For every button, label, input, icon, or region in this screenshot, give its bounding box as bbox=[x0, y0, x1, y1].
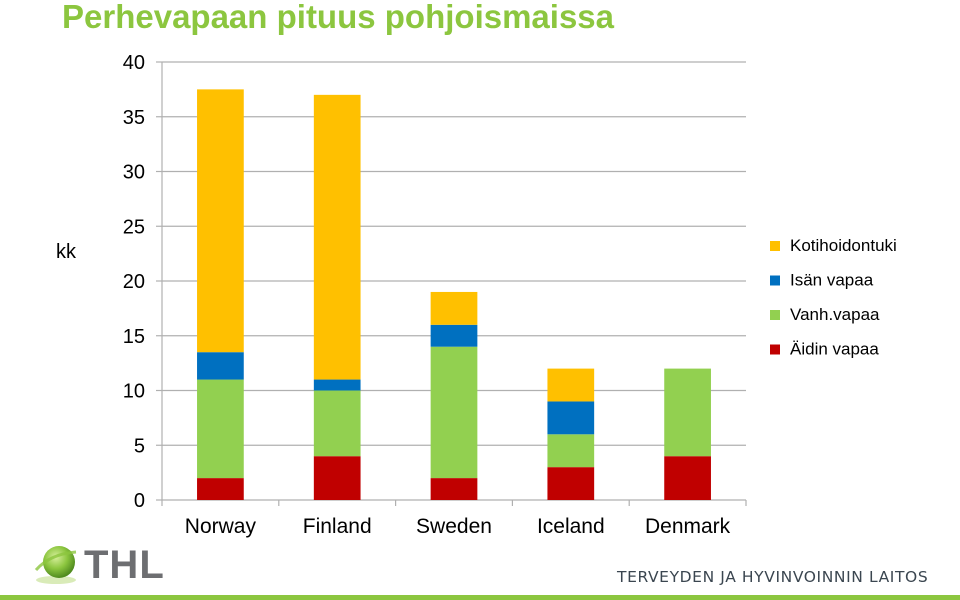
bar-segment-denmark bbox=[664, 368, 711, 457]
legend-label: Isän vapaa bbox=[790, 271, 874, 290]
bars bbox=[197, 89, 711, 500]
legend-label: Äidin vapaa bbox=[790, 340, 879, 359]
legend-swatch bbox=[770, 241, 780, 251]
y-tick-label: 20 bbox=[123, 271, 145, 293]
y-tick-label: 15 bbox=[123, 326, 145, 348]
bar-segment-denmark bbox=[664, 456, 711, 500]
legend-swatch bbox=[770, 275, 780, 286]
y-tick-label: 5 bbox=[134, 435, 145, 457]
footer-accent-line bbox=[0, 595, 960, 600]
globe-logo-icon bbox=[34, 546, 77, 584]
y-tick-label: 40 bbox=[123, 52, 145, 74]
stacked-bar-chart: 0 5 10 15 20 25 30 35 40 Norway Finland Sweden Icel… bbox=[56, 52, 897, 538]
bar-segment-sweden bbox=[430, 291, 478, 325]
x-tick-label: Iceland bbox=[537, 515, 605, 538]
x-axis-ticks: Norway Finland Sweden Iceland Denmark bbox=[161, 500, 747, 538]
y-tick-label: 35 bbox=[123, 107, 145, 129]
bar-segment-norway bbox=[197, 352, 244, 380]
organization-name: TERVEYDEN JA HYVINVOINNIN LAITOS bbox=[617, 568, 929, 586]
bar-segment-iceland bbox=[547, 401, 595, 435]
bar-segment-iceland bbox=[547, 368, 595, 402]
y-tick-label: 25 bbox=[123, 216, 145, 238]
y-axis-ticks: 0 5 10 15 20 25 30 35 40 bbox=[123, 52, 145, 512]
legend: Kotihoidontuki Isän vapaa Vanh.vapaa Äidin … bbox=[770, 236, 897, 359]
legend-label: Kotihoidontuki bbox=[790, 236, 897, 255]
thl-logo bbox=[32, 540, 82, 591]
y-tick-label: 10 bbox=[123, 381, 145, 403]
legend-swatch bbox=[770, 310, 780, 320]
x-tick-label: Finland bbox=[303, 515, 372, 538]
bar-segment-norway bbox=[197, 379, 244, 479]
legend-swatch bbox=[770, 344, 780, 355]
bar-segment-sweden bbox=[430, 478, 478, 500]
logo-wordmark: THL bbox=[84, 543, 165, 587]
x-tick-label: Denmark bbox=[645, 515, 731, 538]
chart-title: Perhevapaan pituus pohjoismaissa bbox=[62, 0, 615, 35]
bar-segment-norway bbox=[197, 478, 244, 500]
y-axis-label: kk bbox=[56, 241, 77, 263]
x-tick-label: Sweden bbox=[416, 515, 492, 538]
x-tick-label: Norway bbox=[185, 515, 257, 538]
legend-label: Vanh.vapaa bbox=[790, 305, 880, 324]
y-tick-label: 30 bbox=[123, 162, 145, 184]
bar-segment-iceland bbox=[547, 467, 595, 500]
bar-segment-iceland bbox=[547, 434, 595, 468]
bar-segment-finland bbox=[313, 94, 361, 380]
bar-segment-finland bbox=[313, 379, 361, 391]
bar-segment-sweden bbox=[430, 346, 478, 479]
bar-segment-norway bbox=[197, 89, 244, 353]
bar-segment-finland bbox=[313, 390, 361, 457]
bar-segment-sweden bbox=[430, 324, 478, 347]
bar-segment-finland bbox=[313, 456, 361, 500]
y-tick-label: 0 bbox=[134, 490, 145, 512]
